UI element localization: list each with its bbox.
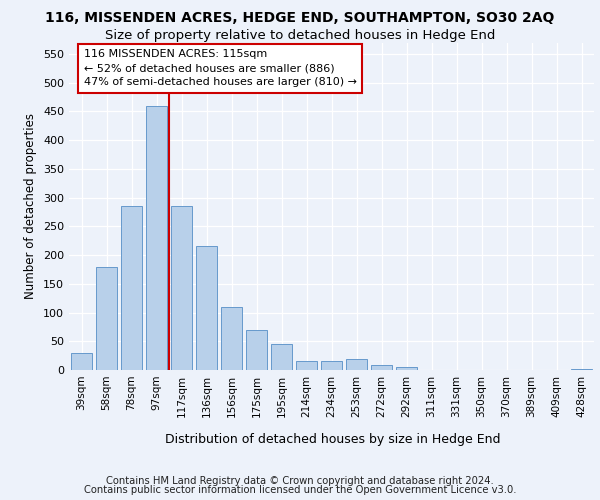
Bar	[121, 206, 142, 370]
Bar	[96, 266, 117, 370]
Bar	[171, 206, 192, 370]
Bar	[321, 362, 342, 370]
Text: 116, MISSENDEN ACRES, HEDGE END, SOUTHAMPTON, SO30 2AQ: 116, MISSENDEN ACRES, HEDGE END, SOUTHAM…	[46, 11, 554, 25]
Text: 116 MISSENDEN ACRES: 115sqm
← 52% of detached houses are smaller (886)
47% of se: 116 MISSENDEN ACRES: 115sqm ← 52% of det…	[83, 50, 356, 88]
Text: Contains HM Land Registry data © Crown copyright and database right 2024.: Contains HM Land Registry data © Crown c…	[106, 476, 494, 486]
Bar	[196, 246, 217, 370]
Bar	[371, 366, 392, 370]
Y-axis label: Number of detached properties: Number of detached properties	[25, 114, 37, 299]
Bar	[346, 358, 367, 370]
Bar	[246, 330, 267, 370]
Bar	[296, 362, 317, 370]
Bar	[396, 367, 417, 370]
Bar	[271, 344, 292, 370]
Text: Size of property relative to detached houses in Hedge End: Size of property relative to detached ho…	[105, 29, 495, 42]
Bar	[71, 353, 92, 370]
Bar	[221, 307, 242, 370]
Text: Contains public sector information licensed under the Open Government Licence v3: Contains public sector information licen…	[84, 485, 516, 495]
Text: Distribution of detached houses by size in Hedge End: Distribution of detached houses by size …	[165, 432, 501, 446]
Bar	[146, 106, 167, 370]
Bar	[571, 369, 592, 370]
